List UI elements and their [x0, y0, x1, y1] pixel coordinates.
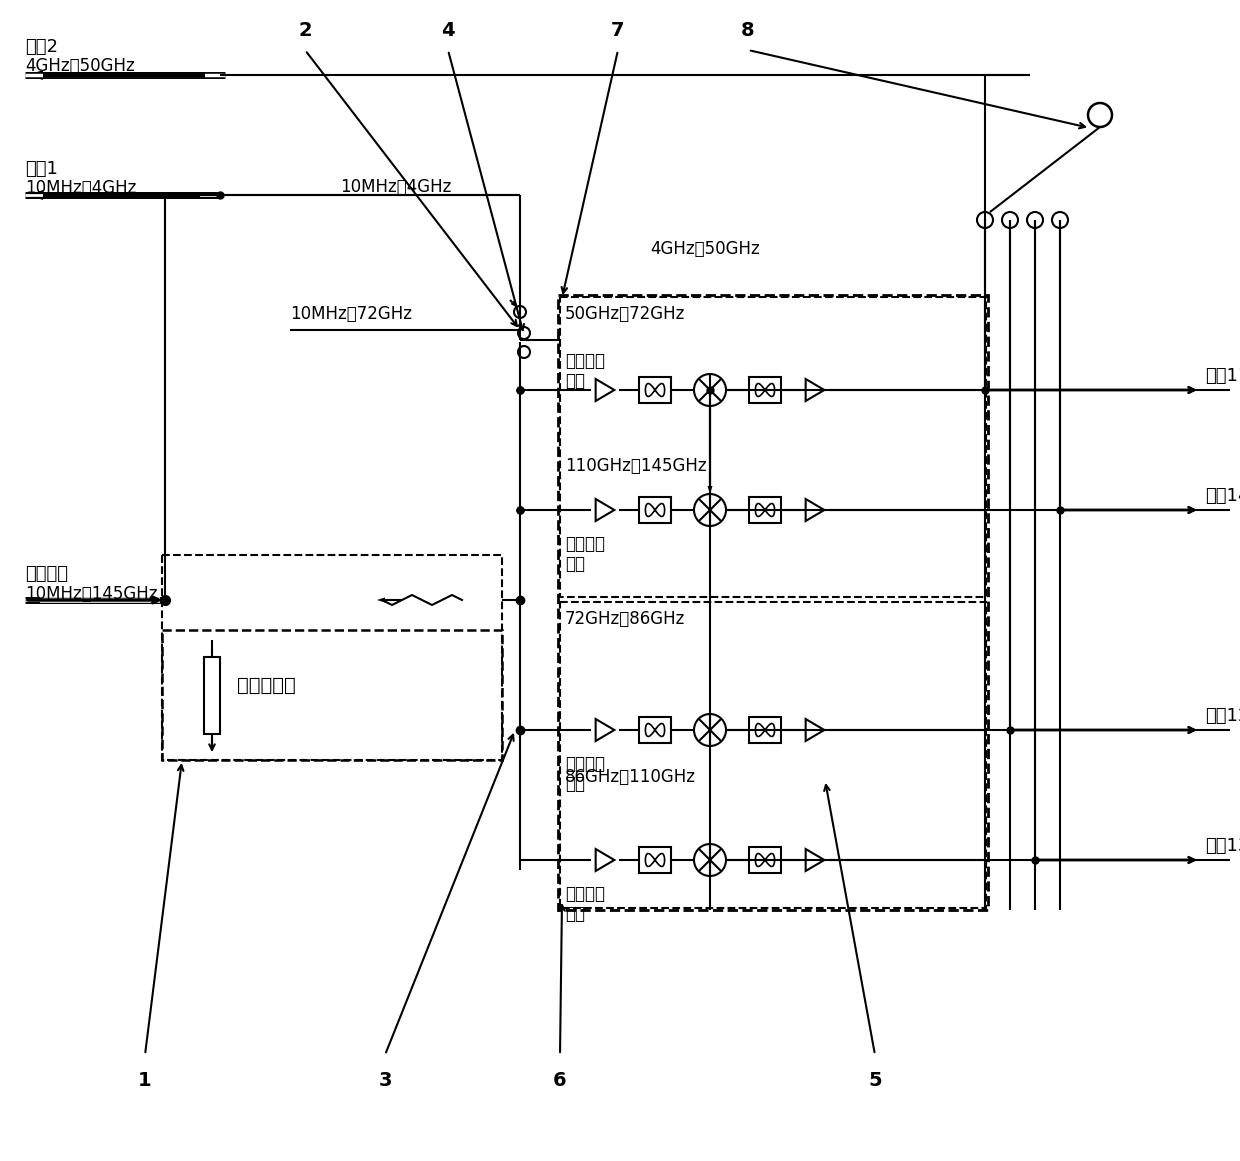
Text: 7: 7	[611, 21, 625, 39]
Text: 50GHz～72GHz: 50GHz～72GHz	[565, 305, 686, 323]
Polygon shape	[595, 378, 614, 401]
Text: 电路: 电路	[565, 906, 585, 923]
Polygon shape	[511, 301, 518, 308]
Polygon shape	[29, 70, 43, 80]
Text: 110GHz～145GHz: 110GHz～145GHz	[565, 457, 707, 475]
Text: 3: 3	[378, 1070, 392, 1089]
Text: 滤波混频: 滤波混频	[565, 352, 605, 370]
Text: 输出2: 输出2	[25, 38, 58, 56]
Text: 86GHz～110GHz: 86GHz～110GHz	[565, 767, 696, 786]
Polygon shape	[595, 499, 614, 521]
Text: 2: 2	[298, 21, 311, 39]
Polygon shape	[595, 719, 614, 741]
Text: 射频输入: 射频输入	[25, 565, 68, 583]
Text: 本振12: 本振12	[1205, 707, 1240, 724]
Text: 6: 6	[553, 1070, 567, 1089]
Text: 本振13: 本振13	[1205, 837, 1240, 854]
Polygon shape	[806, 499, 825, 521]
Text: 4GHz～50GHz: 4GHz～50GHz	[25, 57, 135, 75]
Text: 10MHz～145GHz: 10MHz～145GHz	[25, 585, 157, 603]
Text: 72GHz～86GHz: 72GHz～86GHz	[565, 610, 686, 628]
Text: 本振14: 本振14	[1205, 486, 1240, 505]
Polygon shape	[595, 849, 614, 871]
Text: 10MHz～72GHz: 10MHz～72GHz	[290, 305, 412, 323]
Text: 本振11: 本振11	[1205, 367, 1240, 385]
Text: 10MHz～4GHz: 10MHz～4GHz	[340, 178, 451, 196]
Text: 10MHz～4GHz: 10MHz～4GHz	[25, 179, 136, 197]
Text: 滤波混频: 滤波混频	[565, 755, 605, 773]
Text: 滤波混频: 滤波混频	[565, 535, 605, 553]
Polygon shape	[806, 849, 825, 871]
Polygon shape	[25, 594, 40, 605]
Polygon shape	[806, 378, 825, 401]
Polygon shape	[806, 719, 825, 741]
Text: 耦合多工器: 耦合多工器	[237, 676, 296, 694]
Text: 滤波混频: 滤波混频	[565, 885, 605, 903]
Text: 输出1: 输出1	[25, 160, 58, 178]
Text: 4GHz～50GHz: 4GHz～50GHz	[650, 240, 760, 258]
Text: 电路: 电路	[565, 372, 585, 390]
Polygon shape	[29, 190, 43, 200]
Text: 8: 8	[742, 21, 755, 39]
Polygon shape	[377, 598, 384, 603]
Text: 1: 1	[138, 1070, 151, 1089]
Text: 4: 4	[441, 21, 455, 39]
Polygon shape	[708, 486, 713, 493]
Text: 电路: 电路	[565, 555, 585, 574]
Text: 5: 5	[868, 1070, 882, 1089]
Text: 电路: 电路	[565, 776, 585, 793]
